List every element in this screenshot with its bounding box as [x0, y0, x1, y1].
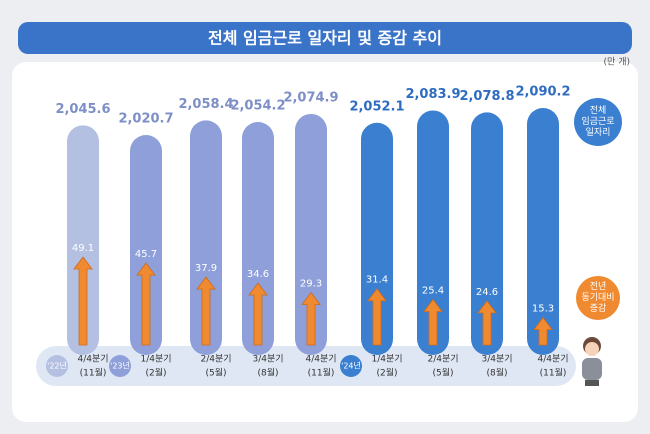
change-arrow [423, 298, 443, 346]
year-badge [340, 355, 362, 377]
change-label: 34.6 [247, 269, 269, 280]
change-label: 45.7 [135, 249, 157, 260]
x-tick-label: 4/4분기 [77, 354, 108, 365]
change-arrow [73, 256, 93, 346]
x-tick-month: (11월) [540, 367, 567, 379]
x-tick-month: (8월) [257, 367, 278, 379]
total-bar [361, 122, 393, 355]
change-label: 37.9 [195, 263, 217, 274]
x-tick-label: 2/4분기 [427, 354, 458, 365]
title-bar [18, 22, 632, 54]
total-label: 2,054.2 [230, 98, 285, 113]
person [582, 337, 602, 386]
change-label: 24.6 [476, 287, 498, 298]
change-arrow [196, 276, 216, 346]
x-tick-month: (2월) [145, 367, 166, 379]
total-label: 2,045.6 [55, 102, 110, 117]
x-tick-month: (11월) [80, 367, 107, 379]
x-tick-month: (5월) [205, 367, 226, 379]
change-arrow [367, 288, 387, 346]
total-label: 2,078.8 [459, 89, 514, 104]
x-tick-label: 1/4분기 [140, 354, 171, 365]
x-tick-month: (8월) [486, 367, 507, 379]
legend-total: 전체 임금근로 일자리 [574, 98, 622, 146]
total-bar [190, 120, 222, 355]
change-label: 15.3 [532, 304, 554, 315]
change-arrow [136, 262, 156, 346]
category-strip [36, 346, 576, 386]
total-label: 2,074.9 [283, 90, 338, 105]
total-label: 2,058.4 [178, 97, 233, 112]
change-label: 25.4 [422, 285, 444, 296]
total-label: 2,083.9 [405, 87, 460, 102]
change-label: 49.1 [72, 243, 94, 254]
year-badge-label: '22년 [47, 361, 67, 371]
chart-title: 전체 임금근로 일자리 및 증감 추이 [208, 29, 442, 48]
year-badge [46, 355, 68, 377]
change-arrow [301, 291, 321, 346]
change-label: 31.4 [366, 275, 388, 286]
year-badge-label: '23년 [110, 361, 130, 371]
change-arrow [477, 300, 497, 346]
total-bar [527, 108, 559, 355]
year-badge-label: '24년 [341, 361, 361, 371]
x-tick-month: (2월) [376, 367, 397, 379]
x-tick-label: 1/4분기 [371, 354, 402, 365]
x-tick-label: 3/4분기 [252, 354, 283, 365]
change-arrow [533, 316, 553, 346]
total-label: 2,090.2 [515, 85, 570, 100]
total-bar [130, 135, 162, 355]
total-label: 2,020.7 [118, 112, 173, 127]
x-tick-label: 3/4분기 [481, 354, 512, 365]
total-bar [471, 112, 503, 356]
x-tick-month: (5월) [432, 367, 453, 379]
change-label: 29.3 [300, 278, 322, 289]
total-bar [242, 121, 274, 355]
total-bar [67, 125, 99, 355]
unit: (만 개) [604, 57, 630, 68]
x-tick-label: 2/4분기 [200, 354, 231, 365]
total-bar [417, 110, 449, 355]
legend-change: 전년 동기대비 증감 [576, 276, 620, 320]
x-tick-month: (11월) [308, 367, 335, 379]
total-label: 2,052.1 [349, 99, 404, 114]
total-bar [295, 113, 327, 356]
change-arrow [248, 282, 268, 346]
x-tick-label: 4/4분기 [537, 354, 568, 365]
x-tick-label: 4/4분기 [305, 354, 336, 365]
year-badge [109, 355, 131, 377]
